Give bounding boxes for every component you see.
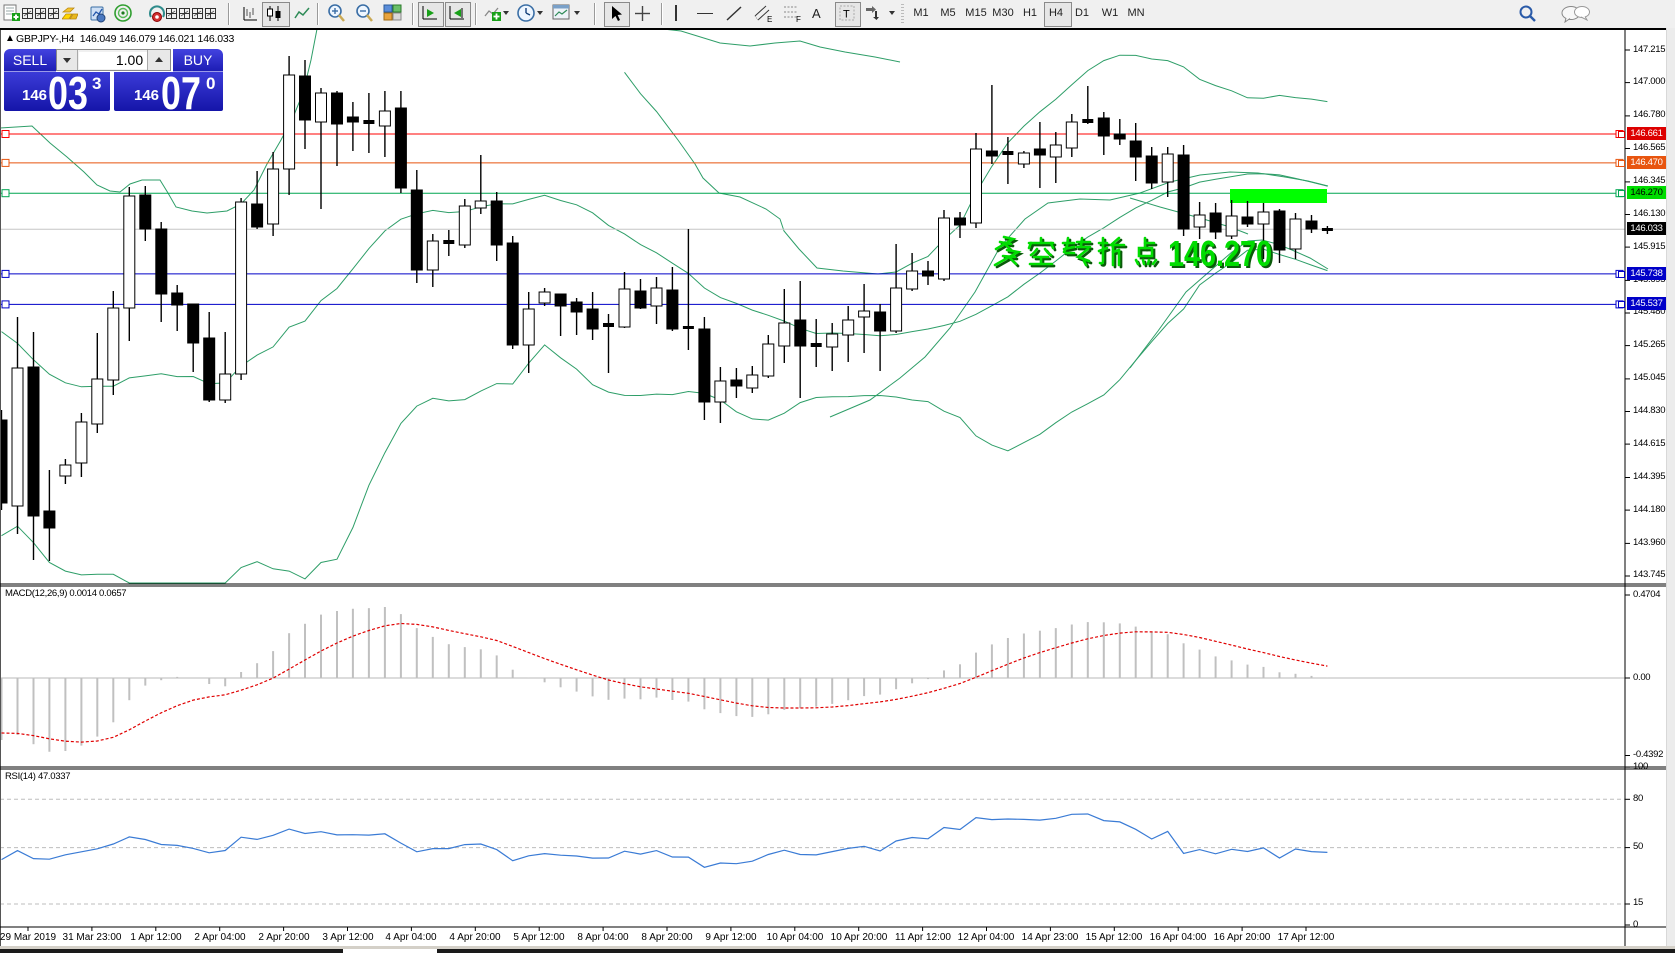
svg-text:E: E <box>767 15 772 23</box>
svg-text:T: T <box>843 9 850 21</box>
svg-text:146.270: 146.270 <box>1168 233 1272 274</box>
svg-text:F: F <box>796 15 801 23</box>
svg-text:146.270: 146.270 <box>1170 235 1274 276</box>
